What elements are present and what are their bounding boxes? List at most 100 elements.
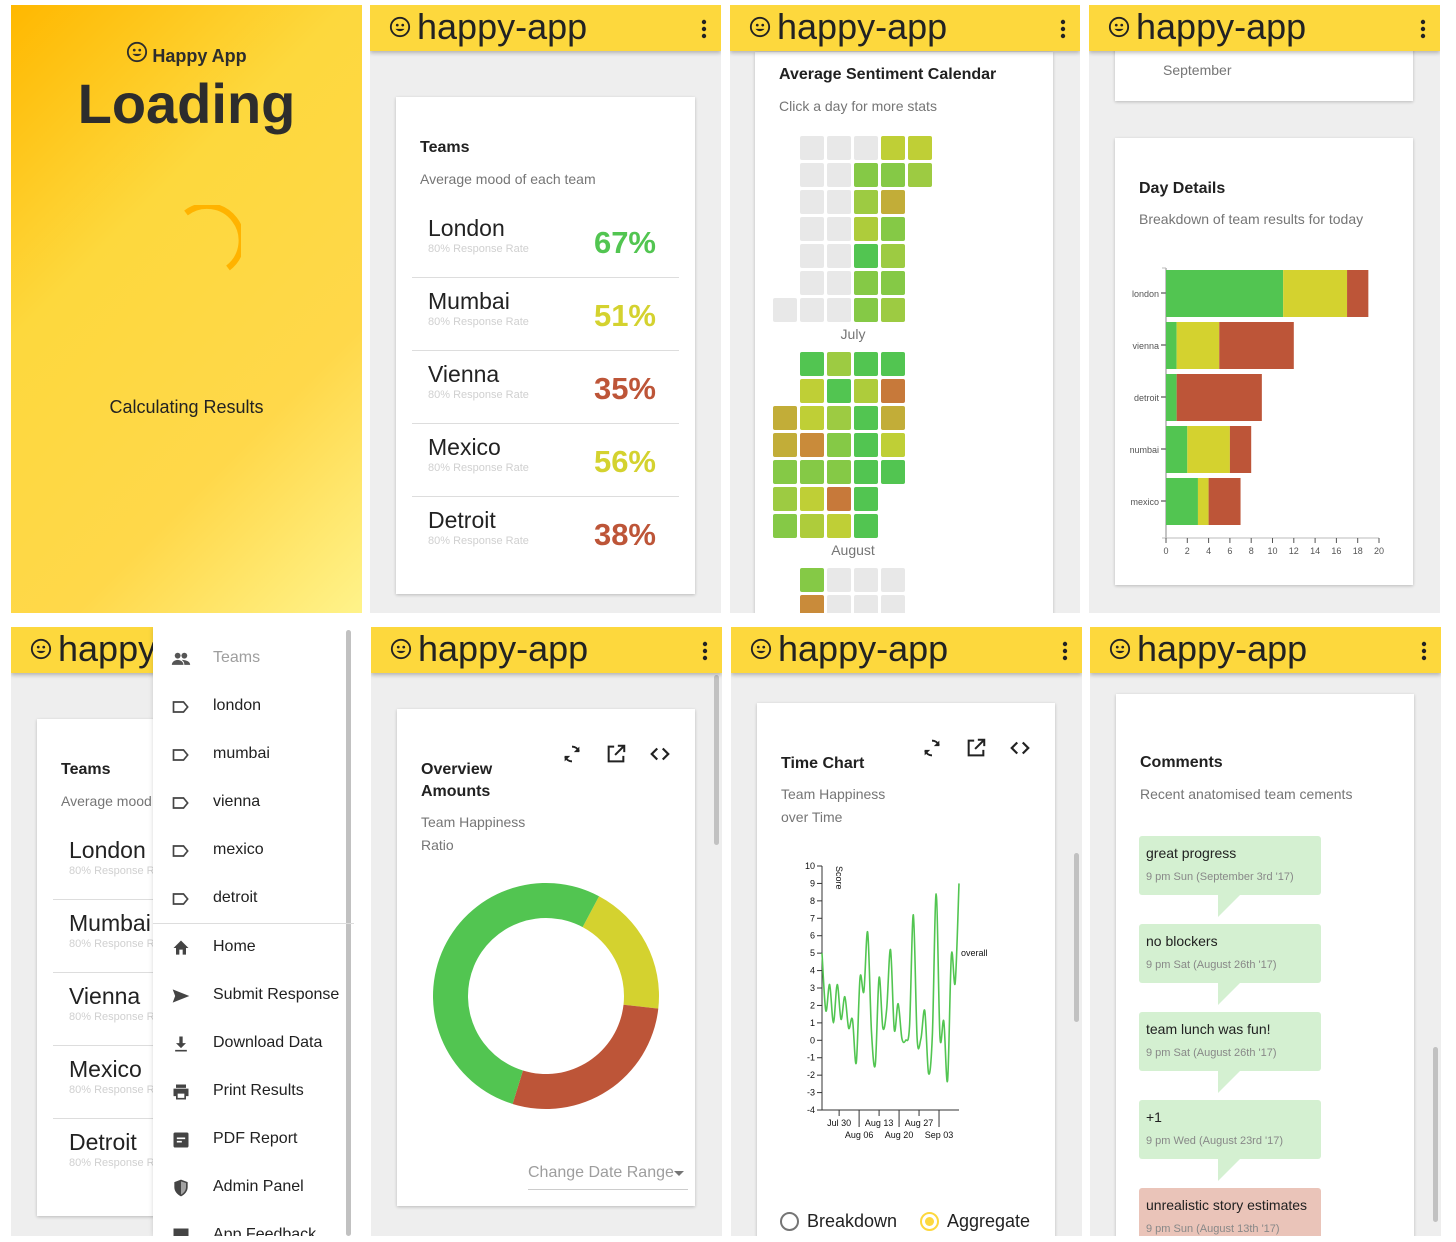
calendar-day[interactable]	[800, 244, 824, 268]
calendar-day[interactable]	[827, 271, 851, 295]
calendar-day[interactable]	[854, 595, 878, 613]
calendar-day[interactable]	[854, 514, 878, 538]
calendar-day[interactable]	[800, 406, 824, 430]
drawer-item-download-data[interactable]: Download Data	[153, 1020, 354, 1068]
calendar-day[interactable]	[854, 352, 878, 376]
calendar-day[interactable]	[854, 244, 878, 268]
calendar-day[interactable]	[881, 460, 905, 484]
calendar-day[interactable]	[908, 163, 932, 187]
calendar-day[interactable]	[854, 271, 878, 295]
calendar-day[interactable]	[827, 352, 851, 376]
calendar-day[interactable]	[854, 460, 878, 484]
donut-slice-neutral[interactable]	[582, 896, 659, 1009]
calendar-day[interactable]	[881, 433, 905, 457]
more-vert-icon[interactable]	[1062, 641, 1068, 661]
calendar-day[interactable]	[800, 487, 824, 511]
refresh-icon[interactable]	[921, 737, 943, 759]
radio-circle[interactable]	[780, 1212, 799, 1231]
calendar-day[interactable]	[854, 433, 878, 457]
calendar-day[interactable]	[854, 298, 878, 322]
code-icon[interactable]	[649, 743, 671, 765]
calendar-day[interactable]	[827, 487, 851, 511]
drawer-item-mumbai[interactable]: mumbai	[153, 731, 354, 779]
calendar-day[interactable]	[881, 568, 905, 592]
more-vert-icon[interactable]	[1421, 641, 1427, 661]
calendar-day[interactable]	[827, 298, 851, 322]
calendar-day[interactable]	[773, 433, 797, 457]
calendar-day[interactable]	[854, 136, 878, 160]
radio-circle[interactable]	[920, 1212, 939, 1231]
calendar-day[interactable]	[800, 163, 824, 187]
calendar-day[interactable]	[854, 568, 878, 592]
calendar-day[interactable]	[854, 163, 878, 187]
calendar-day[interactable]	[800, 190, 824, 214]
calendar-day[interactable]	[827, 406, 851, 430]
calendar-day[interactable]	[827, 460, 851, 484]
team-row[interactable]: London 80% Response Rate 67%	[412, 205, 679, 278]
calendar-day[interactable]	[881, 352, 905, 376]
drawer-item-app-feedback[interactable]: App Feedback	[153, 1212, 354, 1236]
drawer-item-mexico[interactable]: mexico	[153, 827, 354, 875]
calendar-day[interactable]	[800, 514, 824, 538]
team-row[interactable]: Detroit 80% Response Rate 38%	[412, 497, 679, 570]
calendar-day[interactable]	[881, 217, 905, 241]
calendar-day[interactable]	[800, 298, 824, 322]
drawer-item-home[interactable]: Home	[153, 924, 354, 972]
more-vert-icon[interactable]	[701, 19, 707, 39]
calendar-day[interactable]	[827, 514, 851, 538]
drawer-item-submit-response[interactable]: Submit Response	[153, 972, 354, 1020]
donut-slice-good[interactable]	[433, 883, 600, 1104]
calendar-day[interactable]	[800, 595, 824, 613]
calendar-day[interactable]	[800, 271, 824, 295]
calendar-day[interactable]	[827, 217, 851, 241]
calendar-day[interactable]	[773, 406, 797, 430]
drawer-scrollbar[interactable]	[346, 630, 351, 1236]
code-icon[interactable]	[1009, 737, 1031, 759]
calendar-day[interactable]	[854, 487, 878, 511]
calendar-day[interactable]	[800, 217, 824, 241]
calendar-day[interactable]	[854, 379, 878, 403]
calendar-day[interactable]	[827, 163, 851, 187]
calendar-day[interactable]	[827, 379, 851, 403]
calendar-day[interactable]	[827, 136, 851, 160]
calendar-day[interactable]	[800, 568, 824, 592]
calendar-day[interactable]	[773, 487, 797, 511]
calendar-day[interactable]	[800, 433, 824, 457]
radio-aggregate[interactable]: Aggregate	[920, 1211, 1030, 1232]
team-row[interactable]: Mexico 80% Response Rate 56%	[412, 424, 679, 497]
change-date-range-dropdown[interactable]: Change Date Range	[528, 1164, 688, 1190]
calendar-day[interactable]	[881, 136, 905, 160]
scrollbar[interactable]	[714, 675, 719, 845]
more-vert-icon[interactable]	[1420, 19, 1426, 39]
calendar-day[interactable]	[881, 190, 905, 214]
calendar-day[interactable]	[800, 460, 824, 484]
calendar-day[interactable]	[800, 379, 824, 403]
calendar-day[interactable]	[881, 271, 905, 295]
team-row[interactable]: Vienna 80% Response Rate 35%	[412, 351, 679, 424]
scrollbar[interactable]	[1074, 853, 1079, 1022]
calendar-day[interactable]	[881, 244, 905, 268]
more-vert-icon[interactable]	[1060, 19, 1066, 39]
calendar-day[interactable]	[881, 406, 905, 430]
calendar-day[interactable]	[773, 298, 797, 322]
calendar-day[interactable]	[881, 379, 905, 403]
calendar-day[interactable]	[854, 406, 878, 430]
more-vert-icon[interactable]	[702, 641, 708, 661]
refresh-icon[interactable]	[561, 743, 583, 765]
calendar-day[interactable]	[854, 217, 878, 241]
team-row[interactable]: Mumbai 80% Response Rate	[53, 900, 320, 973]
calendar-day[interactable]	[800, 352, 824, 376]
donut-slice-bad[interactable]	[512, 1004, 659, 1109]
calendar-day[interactable]	[773, 460, 797, 484]
calendar-day[interactable]	[800, 136, 824, 160]
team-row[interactable]: Mumbai 80% Response Rate 51%	[412, 278, 679, 351]
calendar-day[interactable]	[881, 595, 905, 613]
drawer-item-print-results[interactable]: Print Results	[153, 1068, 354, 1116]
calendar-day[interactable]	[827, 190, 851, 214]
calendar-day[interactable]	[908, 136, 932, 160]
calendar-day[interactable]	[881, 163, 905, 187]
drawer-item-admin-panel[interactable]: Admin Panel	[153, 1164, 354, 1212]
calendar-day[interactable]	[881, 298, 905, 322]
radio-breakdown[interactable]: Breakdown	[780, 1211, 897, 1232]
calendar-day[interactable]	[773, 514, 797, 538]
